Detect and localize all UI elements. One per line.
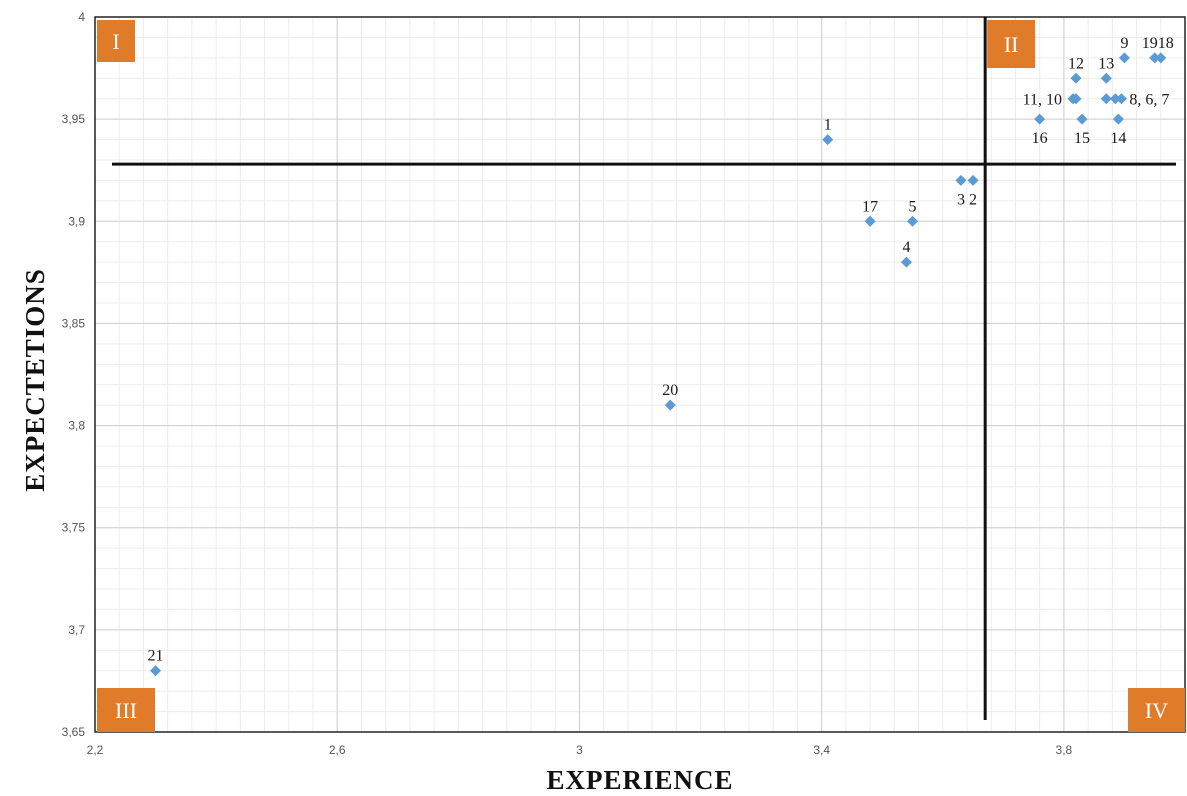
- quadrant-label-iv: IV: [1128, 688, 1185, 732]
- data-point-4: [900, 256, 912, 268]
- quadrant-label-i: I: [97, 20, 135, 62]
- quadrant-box: [97, 20, 135, 62]
- data-point-17: [864, 215, 876, 227]
- y-tick-label: 3,9: [68, 214, 85, 228]
- major-grid: [94, 16, 1185, 733]
- quadrant-box: [97, 688, 155, 732]
- data-point-11: [1067, 93, 1079, 105]
- y-tick-label: 3,85: [62, 316, 86, 330]
- data-point-19: [1149, 52, 1161, 64]
- y-tick-label: 3,8: [68, 419, 85, 433]
- point-label: 20: [662, 382, 678, 399]
- data-point-5: [907, 215, 918, 227]
- x-tick-label: 2,6: [329, 743, 346, 757]
- point-label: 12: [1068, 55, 1084, 72]
- point-label: 8, 6, 7: [1129, 92, 1169, 109]
- data-point-9: [1118, 52, 1130, 64]
- x-axis-ticks: 2,2 2,6 3 3,4 3,8: [87, 743, 1073, 757]
- x-tick-label: 3,8: [1056, 743, 1073, 757]
- point-label: 14: [1110, 130, 1126, 147]
- x-tick-label: 2,2: [87, 743, 104, 757]
- data-point-3: [955, 174, 967, 186]
- point-label: 1918: [1142, 35, 1174, 52]
- y-tick-label: 4: [78, 10, 85, 24]
- y-tick-label: 3,65: [62, 725, 86, 739]
- point-label: 5: [909, 198, 917, 215]
- plot-frame: [94, 16, 1186, 733]
- data-point-15: [1076, 113, 1088, 125]
- y-axis-title: EXPECTETIONS: [20, 268, 50, 492]
- data-point-21: [150, 665, 162, 677]
- data-point-6: [1109, 93, 1121, 105]
- x-tick-label: 3: [576, 743, 583, 757]
- quadrant-dividers: [112, 17, 1176, 720]
- point-label: 21: [148, 648, 164, 665]
- quadrant-text: I: [112, 29, 119, 54]
- point-label: 4: [902, 239, 910, 256]
- data-point-16: [1034, 113, 1046, 125]
- point-label: 16: [1032, 130, 1048, 147]
- x-tick-label: 3,4: [813, 743, 830, 757]
- data-point-20: [664, 399, 676, 411]
- quadrant-text: IV: [1145, 698, 1168, 723]
- data-point-13: [1100, 72, 1112, 84]
- quadrant-label-iii: III: [97, 688, 155, 732]
- quadrant-text: II: [1004, 32, 1019, 57]
- point-label: 13: [1098, 55, 1114, 72]
- quadrant-box: [987, 20, 1036, 68]
- point-label: 1: [824, 117, 832, 134]
- point-label: 9: [1120, 35, 1128, 52]
- x-axis-title: EXPERIENCE: [546, 765, 733, 795]
- data-point-8: [1100, 93, 1112, 105]
- data-point-2: [967, 174, 979, 186]
- minor-grid: [95, 17, 1185, 732]
- y-tick-label: 3,75: [62, 521, 86, 535]
- y-tick-label: 3,95: [62, 112, 86, 126]
- point-label: 11, 10: [1023, 92, 1062, 109]
- y-axis-ticks: 3,65 3,7 3,75 3,8 3,85 3,9 3,95 4: [62, 10, 86, 739]
- quadrant-text: III: [115, 698, 137, 723]
- data-point-7: [1115, 93, 1127, 105]
- data-points: [150, 52, 1167, 677]
- data-point-1: [822, 134, 834, 146]
- point-label: 15: [1074, 130, 1090, 147]
- quadrant-label-ii: II: [987, 20, 1036, 68]
- point-label: 2: [969, 191, 977, 208]
- point-label: 3: [957, 191, 965, 208]
- data-point-18: [1155, 52, 1167, 64]
- point-label: 17: [862, 198, 878, 215]
- data-point-12: [1070, 72, 1082, 84]
- quadrant-box: [1128, 688, 1185, 732]
- data-point-14: [1112, 113, 1124, 125]
- y-tick-label: 3,7: [68, 623, 85, 637]
